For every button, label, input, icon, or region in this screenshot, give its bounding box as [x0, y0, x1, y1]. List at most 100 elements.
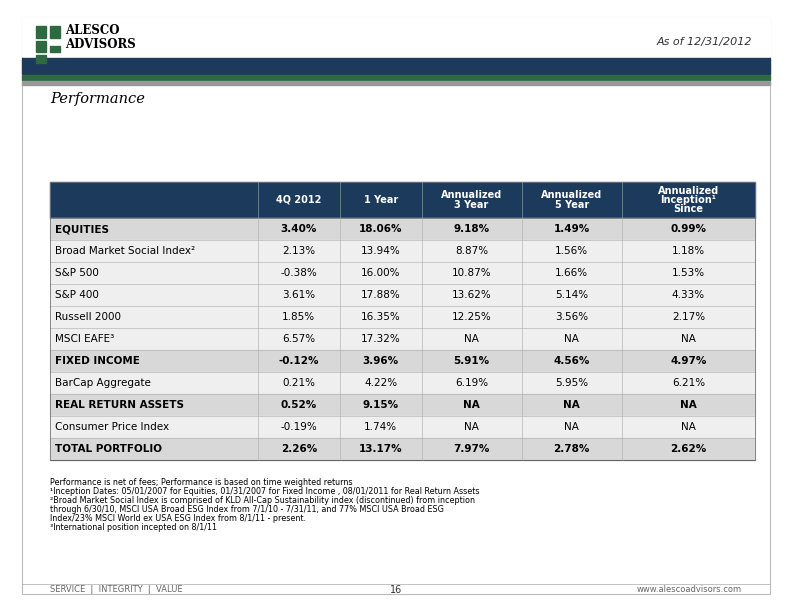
Text: 2.13%: 2.13%	[282, 246, 315, 256]
Text: EQUITIES: EQUITIES	[55, 224, 109, 234]
Bar	[50, 262, 755, 284]
Text: Performance is net of fees; Performance is based on time weighted returns: Performance is net of fees; Performance …	[50, 478, 352, 487]
Text: NA: NA	[564, 422, 579, 432]
Text: TOTAL PORTFOLIO: TOTAL PORTFOLIO	[55, 444, 162, 454]
Text: 4.56%: 4.56%	[554, 356, 590, 366]
Text: S&P 500: S&P 500	[55, 268, 99, 278]
Text: 17.88%: 17.88%	[361, 290, 401, 300]
Text: 6.57%: 6.57%	[282, 334, 315, 344]
Text: FIXED INCOME: FIXED INCOME	[55, 356, 140, 366]
Bar	[22, 75, 770, 80]
Text: Performance: Performance	[50, 92, 145, 106]
Bar	[22, 58, 770, 74]
Bar	[50, 218, 755, 240]
Text: 0.99%: 0.99%	[670, 224, 706, 234]
Text: NA: NA	[463, 400, 480, 410]
Bar	[22, 81, 770, 85]
Text: 4.22%: 4.22%	[364, 378, 398, 388]
Text: Russell 2000: Russell 2000	[55, 312, 121, 322]
Text: ¹Inception Dates: 05/01/2007 for Equities, 01/31/2007 for Fixed Income , 08/01/2: ¹Inception Dates: 05/01/2007 for Equitie…	[50, 487, 479, 496]
Text: 16.00%: 16.00%	[361, 268, 401, 278]
Text: 1.18%: 1.18%	[672, 246, 705, 256]
Text: NA: NA	[681, 422, 696, 432]
Text: 3 Year: 3 Year	[455, 200, 489, 209]
Text: 13.94%: 13.94%	[361, 246, 401, 256]
Text: 5.95%: 5.95%	[555, 378, 588, 388]
Bar	[50, 46, 60, 52]
Text: 2.62%: 2.62%	[670, 444, 706, 454]
Text: 3.56%: 3.56%	[555, 312, 588, 322]
Text: ADVISORS: ADVISORS	[65, 37, 135, 51]
Bar	[36, 41, 46, 52]
Text: NA: NA	[563, 400, 580, 410]
Text: 4.33%: 4.33%	[672, 290, 705, 300]
Bar	[50, 26, 60, 38]
Text: MSCI EAFE³: MSCI EAFE³	[55, 334, 114, 344]
Text: 2.17%: 2.17%	[672, 312, 705, 322]
Text: 1.53%: 1.53%	[672, 268, 705, 278]
Text: 4Q 2012: 4Q 2012	[276, 195, 322, 205]
Bar	[50, 328, 755, 350]
Bar	[50, 394, 755, 416]
Bar	[50, 416, 755, 438]
Text: 9.15%: 9.15%	[363, 400, 398, 410]
Bar	[50, 372, 755, 394]
Text: ³International position incepted on 8/1/11: ³International position incepted on 8/1/…	[50, 523, 217, 532]
Text: 6.21%: 6.21%	[672, 378, 705, 388]
Text: 4.97%: 4.97%	[670, 356, 706, 366]
Text: 1.49%: 1.49%	[554, 224, 590, 234]
Text: Annualized: Annualized	[657, 186, 719, 196]
Text: www.alescoadvisors.com: www.alescoadvisors.com	[637, 586, 742, 594]
Text: 3.96%: 3.96%	[363, 356, 398, 366]
Text: 1.66%: 1.66%	[555, 268, 588, 278]
Text: 2.78%: 2.78%	[554, 444, 590, 454]
Text: Inception¹: Inception¹	[661, 195, 717, 205]
Text: 17.32%: 17.32%	[361, 334, 401, 344]
Text: 13.17%: 13.17%	[359, 444, 402, 454]
Text: 1 Year: 1 Year	[364, 195, 398, 205]
Text: -0.19%: -0.19%	[280, 422, 318, 432]
Bar	[50, 438, 755, 460]
Text: 1.85%: 1.85%	[282, 312, 315, 322]
Text: 9.18%: 9.18%	[454, 224, 489, 234]
Text: NA: NA	[680, 400, 697, 410]
Text: Annualized: Annualized	[441, 190, 502, 201]
Bar	[50, 284, 755, 306]
Text: NA: NA	[681, 334, 696, 344]
Text: 10.87%: 10.87%	[451, 268, 491, 278]
Text: 5.91%: 5.91%	[454, 356, 489, 366]
Text: 1.74%: 1.74%	[364, 422, 398, 432]
Text: REAL RETURN ASSETS: REAL RETURN ASSETS	[55, 400, 184, 410]
Bar	[50, 350, 755, 372]
Bar	[50, 306, 755, 328]
Text: 0.21%: 0.21%	[283, 378, 315, 388]
Text: 2.26%: 2.26%	[280, 444, 317, 454]
Text: 1.56%: 1.56%	[555, 246, 588, 256]
Text: 16: 16	[390, 585, 402, 595]
Bar	[50, 240, 755, 262]
Text: 3.40%: 3.40%	[280, 224, 317, 234]
Text: 5 Year: 5 Year	[554, 200, 588, 209]
Text: NA: NA	[564, 334, 579, 344]
Text: S&P 400: S&P 400	[55, 290, 99, 300]
Bar	[50, 182, 755, 218]
Text: 12.25%: 12.25%	[451, 312, 492, 322]
Text: Annualized: Annualized	[541, 190, 603, 201]
Text: Broad Market Social Index²: Broad Market Social Index²	[55, 246, 195, 256]
Text: 5.14%: 5.14%	[555, 290, 588, 300]
Text: ALESCO: ALESCO	[65, 24, 120, 37]
Text: ²Broad Market Social Index is comprised of KLD All-Cap Sustainability index (dis: ²Broad Market Social Index is comprised …	[50, 496, 475, 505]
Bar	[22, 18, 770, 56]
Text: 0.52%: 0.52%	[280, 400, 317, 410]
Text: 8.87%: 8.87%	[455, 246, 488, 256]
Text: NA: NA	[464, 422, 479, 432]
Bar	[36, 55, 46, 63]
Text: through 6/30/10, MSCI USA Broad ESG Index from 7/1/10 - 7/31/11, and 77% MSCI US: through 6/30/10, MSCI USA Broad ESG Inde…	[50, 505, 444, 514]
Text: 7.97%: 7.97%	[453, 444, 489, 454]
Text: 6.19%: 6.19%	[455, 378, 488, 388]
Text: 13.62%: 13.62%	[451, 290, 492, 300]
Text: 3.61%: 3.61%	[282, 290, 315, 300]
Text: Consumer Price Index: Consumer Price Index	[55, 422, 169, 432]
Text: -0.12%: -0.12%	[279, 356, 319, 366]
Text: -0.38%: -0.38%	[280, 268, 318, 278]
